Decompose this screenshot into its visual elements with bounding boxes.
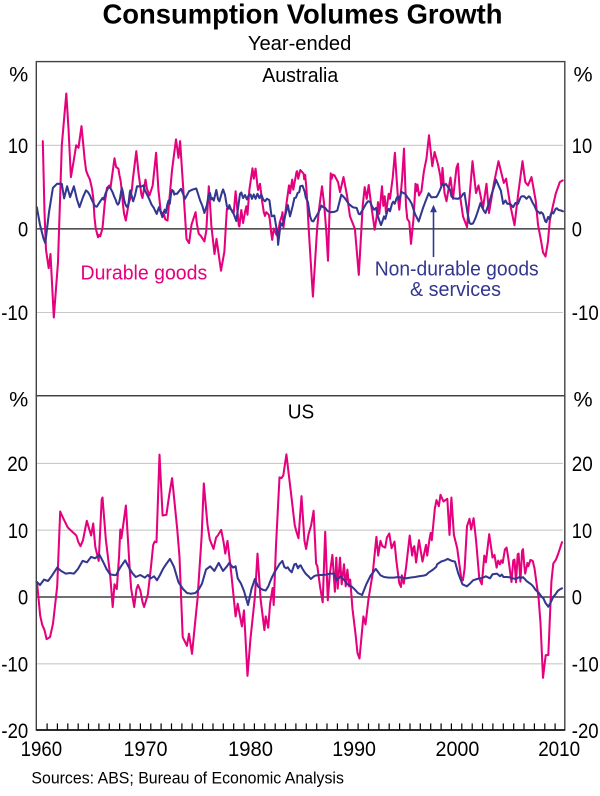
svg-text:-20: -20 bbox=[1, 719, 28, 743]
svg-text:Australia: Australia bbox=[262, 65, 339, 87]
svg-text:0: 0 bbox=[18, 218, 28, 242]
svg-text:2010: 2010 bbox=[538, 737, 580, 761]
svg-text:0: 0 bbox=[18, 586, 28, 610]
svg-text:1980: 1980 bbox=[228, 737, 273, 761]
svg-text:Sources: ABS; Bureau of Econom: Sources: ABS; Bureau of Economic Analysi… bbox=[31, 768, 344, 787]
svg-text:20: 20 bbox=[7, 452, 28, 476]
svg-text:0: 0 bbox=[572, 218, 582, 242]
svg-text:Consumption Volumes Growth: Consumption Volumes Growth bbox=[103, 0, 503, 29]
svg-text:-10: -10 bbox=[1, 652, 28, 676]
svg-text:20: 20 bbox=[572, 452, 593, 476]
svg-text:Year-ended: Year-ended bbox=[248, 32, 352, 55]
svg-text:& services: & services bbox=[410, 279, 501, 301]
svg-text:Durable goods: Durable goods bbox=[81, 263, 208, 285]
svg-text:10: 10 bbox=[8, 519, 28, 543]
svg-text:10: 10 bbox=[572, 519, 592, 543]
svg-text:%: % bbox=[574, 387, 593, 411]
svg-text:2000: 2000 bbox=[436, 737, 480, 761]
svg-text:Non-durable goods: Non-durable goods bbox=[375, 258, 539, 280]
svg-text:-10: -10 bbox=[1, 301, 28, 325]
svg-text:%: % bbox=[9, 387, 28, 411]
svg-text:10: 10 bbox=[572, 134, 592, 158]
svg-text:0: 0 bbox=[572, 586, 582, 610]
svg-text:%: % bbox=[574, 62, 593, 86]
svg-text:-20: -20 bbox=[572, 719, 599, 743]
svg-text:US: US bbox=[288, 402, 315, 424]
svg-text:1990: 1990 bbox=[332, 737, 376, 761]
svg-text:1960: 1960 bbox=[21, 737, 63, 761]
svg-text:1970: 1970 bbox=[124, 737, 168, 761]
svg-text:%: % bbox=[9, 62, 28, 86]
svg-text:-10: -10 bbox=[572, 301, 599, 325]
svg-text:-10: -10 bbox=[572, 652, 599, 676]
svg-text:10: 10 bbox=[8, 134, 28, 158]
